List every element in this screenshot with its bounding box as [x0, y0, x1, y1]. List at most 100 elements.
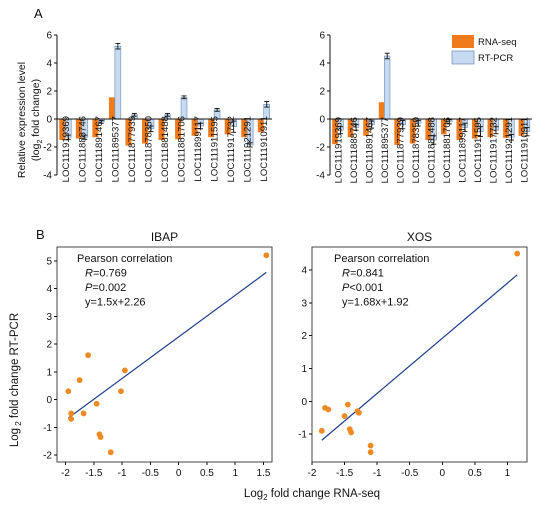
x-tick-label-1: -1.5	[85, 468, 103, 479]
category-label-7: LOC111881706	[177, 116, 188, 182]
bar-chart-ylabel-line2: (log2 fold change)	[30, 79, 44, 161]
y-tick-label-1: 0	[46, 115, 52, 126]
y-tick-label-1: 2	[46, 87, 52, 98]
data-point-8	[97, 434, 104, 440]
y-tick-label-1: 1	[46, 367, 52, 378]
x-tick-label-1: 0	[176, 468, 182, 479]
y-tick-label-2: 0	[319, 115, 325, 126]
y-tick-label-2: 2	[319, 87, 325, 98]
category-label-0: LOC111919369	[333, 117, 344, 183]
annotation-1: R=0.769	[85, 268, 127, 280]
y-tick-label-2: 2	[301, 331, 307, 342]
y-tick-label-1: 5	[46, 256, 52, 267]
category-label-9: LOC111911595	[210, 116, 221, 182]
y-tick-label-1: -2	[43, 451, 52, 462]
x-tick-label-2: 0.5	[468, 468, 482, 479]
y-tick-label-1: 2	[46, 340, 52, 351]
bar-rna-seq-12	[518, 119, 525, 136]
y-tick-label-2: 6	[319, 31, 325, 42]
bar-rna-seq-8	[191, 119, 198, 136]
x-tick-label-2: -2	[308, 468, 317, 479]
fit-line-1	[67, 271, 267, 419]
x-tick-label-2: -1.5	[336, 468, 354, 479]
x-tick-label-1: 0.5	[200, 468, 214, 479]
data-point-4	[80, 410, 87, 417]
y-tick-label-1: 4	[46, 284, 52, 295]
data-point-8	[356, 409, 362, 416]
annotation-3: y=1.68x+1.92	[342, 297, 409, 309]
panel-label-a: A	[34, 6, 43, 21]
data-point-10	[367, 449, 374, 456]
scatter-title-1: IBAP	[151, 230, 178, 244]
category-label-4: LOC111877939	[127, 116, 138, 182]
data-point-1	[68, 410, 75, 417]
data-point-5	[85, 352, 92, 359]
category-label-6: LOC111881488	[160, 116, 171, 182]
bar-rna-seq-3	[378, 102, 385, 119]
legend-label-rt-pcr: RT-PCR	[478, 53, 513, 64]
category-label-12: LOC111910911	[259, 116, 270, 182]
y-tick-label-1: 4	[46, 59, 52, 70]
category-label-9: LOC111911595	[473, 117, 484, 183]
data-point-2	[325, 406, 332, 413]
y-tick-label-1: -4	[43, 171, 52, 182]
bar-rna-seq-0	[332, 119, 338, 145]
x-tick-label-1: 1	[232, 468, 238, 479]
bar-rna-seq-4	[394, 119, 400, 145]
data-point-3	[341, 413, 348, 419]
data-point-2	[68, 416, 75, 422]
annotation-0: Pearson correlation	[77, 253, 172, 265]
category-label-1: LOC111888746	[77, 116, 88, 182]
data-point-10	[118, 388, 124, 395]
bar-rt-pcr-7	[180, 97, 188, 120]
y-tick-label-2: 0	[301, 397, 307, 408]
data-point-9	[367, 442, 374, 449]
bar-chart-1: 6 4 2 0 -2 -4 LOC111919369 LOC111888746 LOC11189…	[43, 31, 272, 182]
category-label-5: LOC111878350	[411, 117, 422, 183]
bar-rna-seq-12	[257, 119, 264, 133]
bar-rna-seq-9	[472, 119, 478, 139]
bar-rna-seq-7	[175, 119, 182, 140]
category-label-11: LOC111921291	[243, 116, 254, 182]
x-tick-label-1: 1.5	[257, 468, 271, 479]
y-tick-label-1: -1	[43, 423, 52, 434]
y-tick-label-2: 4	[301, 265, 307, 276]
scatter-ylabel: Log 2 fold change RT-PCR	[9, 313, 23, 447]
bar-rna-seq-1	[75, 119, 82, 139]
category-label-11: LOC111921291	[504, 117, 515, 183]
bar-rna-seq-10	[224, 119, 231, 135]
bar-rna-seq-3	[108, 97, 115, 119]
data-point-11	[121, 367, 128, 374]
category-label-8: LOC111899117	[458, 117, 469, 183]
data-point-4	[344, 401, 351, 408]
annotation-2: P<0.001	[342, 282, 383, 294]
bar-rna-seq-8	[456, 119, 463, 140]
scatter-xlabel: Log2 fold change RNA-seq	[244, 488, 380, 502]
legend-label-rna-seq: RNA-seq	[478, 37, 517, 48]
data-point-6	[348, 429, 354, 436]
category-label-10: LOC111917732	[489, 117, 500, 183]
category-label-3: LOC111895377	[380, 117, 391, 183]
data-point-11	[514, 250, 521, 257]
bar-rna-seq-7	[440, 119, 447, 135]
y-tick-label-1: 6	[46, 31, 52, 42]
bar-rna-seq-4	[125, 119, 132, 146]
y-tick-label-1: -2	[43, 143, 52, 154]
legend-swatch-rt-pcr	[451, 50, 475, 65]
y-tick-label-2: -2	[316, 143, 325, 154]
annotation-3: y=1.5x+2.26	[85, 297, 146, 309]
bar-rna-seq-9	[208, 119, 215, 138]
bar-rna-seq-5	[142, 119, 148, 144]
data-point-6	[93, 400, 100, 407]
category-label-5: LOC111878350	[143, 116, 154, 182]
plot-frame-1	[56, 246, 273, 463]
bar-rna-seq-1	[347, 119, 354, 138]
bar-rna-seq-6	[158, 119, 165, 140]
category-label-7: LOC111881706	[442, 117, 453, 183]
plot-frame-2	[311, 246, 528, 463]
y-tick-label-2: 3	[301, 298, 307, 309]
category-label-0: LOC111919369	[61, 116, 72, 182]
scatter-ibap: IBAP -2 -1.5 -1 -0.5 0 0.5 1 1.5 -2 -1 0 1 2 3 4 5 Pearso…	[43, 230, 273, 479]
x-tick-label-2: 0	[440, 468, 446, 479]
category-label-10: LOC111917732	[226, 116, 237, 182]
